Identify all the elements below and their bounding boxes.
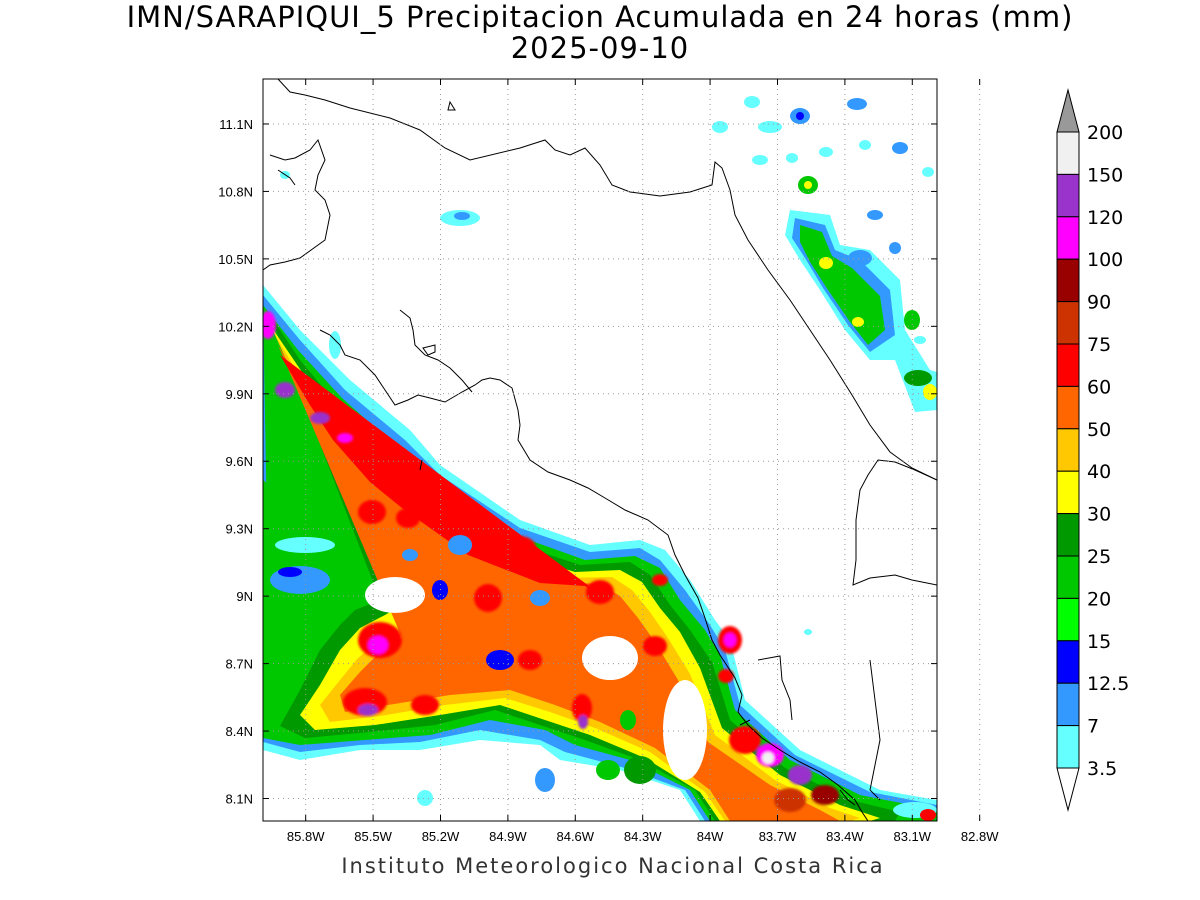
precip-field: [263, 79, 937, 821]
colorbar-level-label: 150: [1087, 164, 1123, 186]
y-tick-label: 9N: [236, 589, 253, 604]
x-tick-label: 83.7W: [759, 829, 797, 844]
y-tick-label: 11.1N: [219, 117, 253, 132]
colorbar-level-label: 3.5: [1087, 758, 1117, 780]
rain-band-pacific: [263, 285, 937, 821]
colorbar-swatch: [1056, 428, 1080, 472]
map-frame: [262, 78, 938, 822]
colorbar-level-label: 100: [1087, 249, 1123, 271]
y-tick-label: 8.1N: [226, 792, 253, 807]
y-tick-label: 10.8N: [218, 184, 253, 199]
colorbar-level-label: 40: [1087, 461, 1111, 483]
footer-credit: Instituto Meteorologico Nacional Costa R…: [341, 854, 885, 878]
x-tick-label: 84.9W: [489, 829, 527, 844]
rain-cells-caribbean: [280, 96, 937, 821]
colorbar-level-label: 30: [1087, 504, 1111, 526]
colorbar-swatch: [1056, 597, 1080, 642]
colorbar-swatch: [1056, 513, 1080, 557]
map-gridlines: [263, 79, 981, 821]
colorbar-swatch: [1056, 640, 1080, 684]
title-line-2: 2025-09-10: [510, 31, 690, 65]
colorbar-swatch: [1056, 343, 1080, 387]
title-line-1: IMN/SARAPIQUI_5 Precipitacion Acumulada …: [126, 0, 1074, 34]
y-tick-label: 8.4N: [226, 724, 253, 739]
colorbar-swatch: [1056, 258, 1080, 303]
colorbar-level-label: 120: [1087, 207, 1123, 229]
colorbar-swatch: [1056, 725, 1080, 769]
x-tick-label: 82.8W: [961, 829, 999, 844]
colorbar-under-triangle: [1056, 767, 1080, 812]
colorbar-swatch: [1056, 385, 1080, 430]
map-title: IMN/SARAPIQUI_5 Precipitacion Acumulada …: [0, 2, 1200, 64]
latitude-ticks: 11.1N 10.8N 10.5N 10.2N 9.9N 9.6N 9.3N 9N 8.7N 8.…: [218, 117, 937, 807]
coastlines: [263, 79, 937, 821]
colorbar-level-label: 50: [1087, 419, 1111, 441]
y-tick-label: 8.7N: [226, 657, 253, 672]
x-tick-label: 84.6W: [556, 829, 594, 844]
colorbar-level-label: 200: [1087, 122, 1123, 144]
y-tick-label: 9.9N: [226, 387, 253, 402]
colorbar-swatch: [1056, 555, 1080, 599]
colorbar-swatch: [1056, 682, 1080, 727]
colorbar-level-label: 60: [1087, 376, 1111, 398]
colorbar-swatch: [1056, 173, 1080, 218]
colorbar-level-label: 7: [1087, 716, 1099, 738]
y-tick-label: 10.5N: [218, 252, 253, 267]
x-tick-label: 84.3W: [624, 829, 662, 844]
x-tick-label: 85.5W: [354, 829, 392, 844]
colorbar-level-label: 90: [1087, 292, 1111, 314]
x-tick-label: 83.4W: [826, 829, 864, 844]
y-tick-label: 10.2N: [218, 319, 253, 334]
x-tick-label: 85.2W: [422, 829, 460, 844]
y-tick-label: 9.3N: [226, 522, 253, 537]
colorbar-level-label: 75: [1087, 334, 1111, 356]
x-tick-label: 85.8W: [287, 829, 325, 844]
heavy-rain-cores: [263, 311, 839, 812]
colorbar-level-label: 15: [1087, 631, 1111, 653]
colorbar-level-label: 20: [1087, 588, 1111, 610]
y-tick-label: 9.6N: [226, 454, 253, 469]
colorbar-swatch: [1056, 131, 1080, 175]
longitude-ticks: 85.8W 85.5W 85.2W 84.9W 84.6W 84.3W 84W 83.7W 83…: [287, 79, 999, 844]
x-tick-label: 84W: [697, 829, 724, 844]
colorbar-level-label: 12.5: [1087, 673, 1129, 695]
dry-pockets: [270, 535, 707, 780]
colorbar-level-label: 25: [1087, 546, 1111, 568]
colorbar-swatch: [1056, 470, 1080, 515]
colorbar-swatch: [1056, 301, 1080, 345]
colorbar-over-triangle: [1056, 88, 1080, 133]
colorbar-swatch: [1056, 216, 1080, 260]
x-tick-label: 83.1W: [893, 829, 931, 844]
precipitation-colorbar: 200 150 120 100 90 75 60 50 40 30 25 20 15 12.5 7 3.5: [1056, 88, 1129, 812]
